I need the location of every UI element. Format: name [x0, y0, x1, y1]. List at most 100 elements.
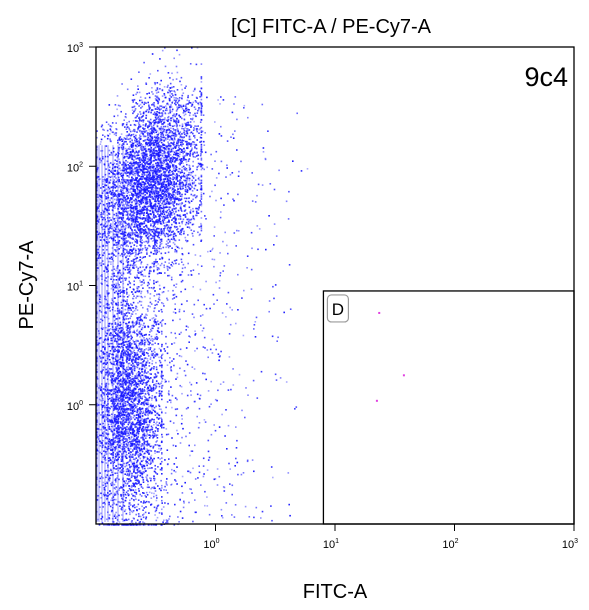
data-point — [125, 168, 128, 171]
data-point — [128, 165, 131, 167]
data-point — [115, 185, 118, 188]
data-point — [145, 205, 147, 208]
data-point — [104, 226, 107, 228]
data-point — [139, 223, 142, 225]
data-point — [139, 134, 141, 136]
data-point — [117, 208, 119, 210]
data-point — [119, 198, 122, 201]
data-point — [139, 249, 141, 252]
data-point — [165, 134, 167, 137]
data-point — [121, 192, 123, 194]
data-point — [109, 392, 111, 395]
data-point — [142, 161, 145, 163]
data-point — [176, 97, 179, 100]
data-point — [171, 108, 174, 111]
data-point — [106, 224, 109, 227]
data-point — [151, 206, 153, 208]
data-point — [104, 222, 107, 225]
data-point — [121, 229, 124, 231]
data-point — [175, 113, 178, 115]
data-point — [168, 213, 170, 216]
data-point — [163, 152, 166, 154]
data-point — [125, 140, 127, 143]
data-point — [115, 244, 117, 246]
data-point — [114, 132, 117, 134]
data-point — [146, 166, 148, 168]
data-point — [97, 207, 99, 209]
data-point — [139, 184, 142, 186]
data-point — [110, 205, 113, 207]
data-point — [179, 163, 181, 166]
data-point — [127, 329, 129, 332]
data-point — [191, 171, 193, 174]
data-point — [173, 189, 176, 192]
data-point — [200, 91, 203, 94]
data-point — [157, 108, 159, 111]
data-point — [96, 249, 98, 252]
data-point — [152, 186, 155, 189]
data-point — [164, 47, 166, 49]
data-point — [155, 112, 158, 115]
data-point — [196, 207, 198, 210]
data-point — [130, 78, 133, 80]
data-point — [120, 291, 122, 293]
data-point — [182, 143, 184, 145]
data-point — [171, 184, 174, 186]
data-point — [175, 78, 178, 80]
data-point — [143, 212, 146, 214]
data-point — [127, 416, 129, 418]
data-point — [163, 230, 165, 232]
data-point — [183, 197, 186, 200]
data-point — [125, 181, 127, 183]
data-point — [146, 180, 148, 183]
data-point — [152, 287, 155, 290]
data-point — [129, 282, 131, 284]
data-point — [176, 197, 179, 199]
data-point — [157, 236, 159, 238]
data-point — [111, 167, 114, 170]
data-point — [180, 258, 183, 261]
data-point — [114, 223, 116, 225]
data-point — [194, 125, 196, 127]
data-point — [134, 255, 136, 257]
data-point — [158, 447, 160, 450]
data-point — [200, 110, 203, 112]
data-point — [156, 230, 159, 233]
data-point — [156, 239, 159, 242]
data-point — [173, 99, 176, 101]
data-point — [97, 252, 100, 254]
data-point — [135, 116, 138, 119]
data-point — [102, 263, 105, 265]
data-point — [140, 107, 142, 109]
data-point — [144, 159, 147, 162]
data-point — [96, 168, 99, 171]
data-point — [164, 65, 167, 68]
data-point — [123, 405, 126, 407]
data-point — [151, 231, 154, 233]
data-point — [119, 232, 122, 235]
data-point — [154, 182, 157, 185]
data-point — [117, 195, 119, 198]
data-point — [112, 437, 115, 439]
data-point — [173, 235, 175, 238]
data-point — [136, 207, 139, 210]
data-point — [105, 221, 108, 223]
data-point — [122, 148, 125, 150]
data-point — [170, 148, 173, 151]
data-point — [153, 214, 155, 216]
data-point — [155, 166, 158, 168]
data-point — [163, 152, 166, 155]
data-point — [190, 142, 193, 145]
data-point — [148, 177, 151, 180]
data-point — [176, 203, 178, 205]
data-point — [122, 167, 125, 169]
data-point — [144, 183, 146, 185]
data-point — [195, 63, 198, 66]
data-point — [171, 142, 174, 144]
data-point — [146, 138, 149, 141]
data-point — [134, 229, 136, 231]
data-point — [97, 267, 99, 269]
data-point — [149, 187, 151, 189]
data-point — [163, 180, 166, 183]
data-point — [160, 152, 162, 155]
